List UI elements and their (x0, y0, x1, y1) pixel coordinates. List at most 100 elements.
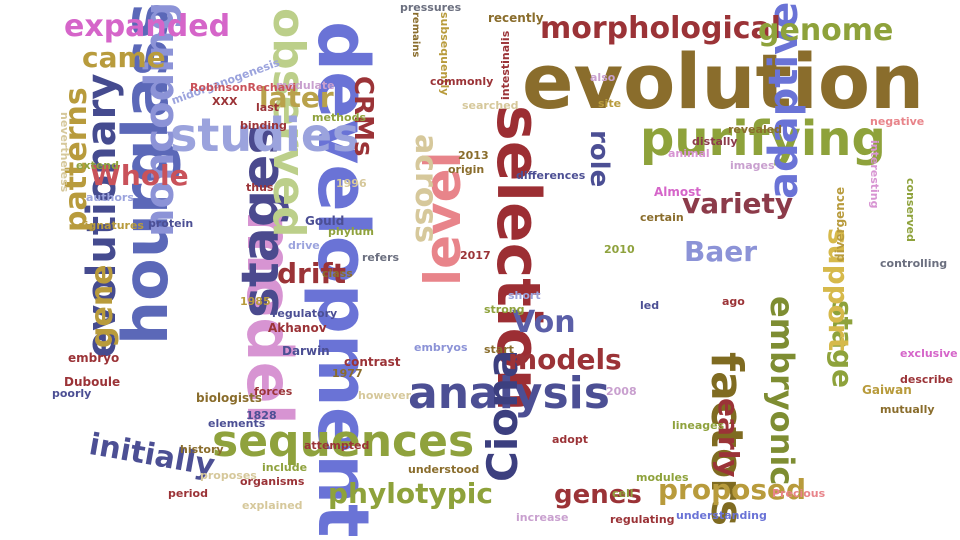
word-2008: 2008 (606, 385, 637, 398)
word-intestinalis: intestinalis (499, 30, 512, 100)
word-proposed: proposed (658, 473, 807, 506)
word-short: short (508, 289, 541, 302)
word-animal: animal (668, 147, 710, 160)
word-attempted: attempted (304, 439, 370, 452)
word-morphological: morphological (540, 11, 782, 46)
word-extend: extend (76, 159, 119, 172)
word-von: Von (512, 305, 576, 340)
word-2010: 2010 (604, 243, 635, 256)
word-include: include (262, 461, 308, 474)
word-role: role (584, 130, 614, 188)
word-methods: methods (312, 111, 366, 124)
word-came: came (82, 41, 166, 74)
word-embryo: embryo (68, 351, 120, 365)
word-signatures: signatures (78, 219, 144, 232)
word-drift: drift (277, 257, 347, 290)
word-embryonic: embryonic (763, 296, 801, 486)
word-later: later (259, 81, 334, 114)
word-embryos: embryos (414, 341, 468, 354)
word-modules: modules (636, 471, 689, 484)
word-understanding: understanding (676, 509, 767, 522)
word-forces: forces (254, 385, 293, 398)
word-1828: 1828 (246, 409, 277, 422)
word-proposes: proposes (200, 469, 257, 482)
word-regulating: regulating (610, 513, 675, 526)
word-whole: Whole (90, 159, 189, 192)
word-across: across (408, 134, 443, 244)
word-class: class (322, 267, 353, 280)
word-biologists: biologists (196, 391, 263, 405)
word-searched: searched (462, 99, 519, 112)
word-regulatory: regulatory (272, 307, 338, 320)
word-almost: Almost (654, 185, 702, 199)
word-commonly: commonly (430, 75, 494, 88)
word-period: period (168, 487, 208, 500)
word-distally: distally (692, 135, 738, 148)
word-xxx: XXX (212, 95, 238, 108)
word-analysis: analysis (408, 368, 610, 419)
word-also: also (590, 71, 616, 84)
word-variety: variety (682, 187, 794, 220)
word-1985: 1985 (240, 295, 271, 308)
word-studies: studies (170, 108, 360, 162)
word-sequences: sequences (212, 416, 475, 467)
word-elements: elements (208, 417, 266, 430)
word-gaiwan: Gaiwan (862, 383, 912, 397)
word-divergence: divergence (833, 186, 847, 262)
word-images: images (730, 159, 775, 172)
word-binding: binding (240, 119, 287, 132)
word-controlling: controlling (880, 257, 948, 270)
word-modulate: modulate (276, 79, 335, 92)
word-phylum: phylum (328, 225, 374, 238)
word-pressures: pressures (400, 1, 462, 14)
word-expanded: expanded (64, 9, 231, 44)
word-adopt: adopt (552, 433, 588, 446)
word-nevertheless: nevertheless (58, 112, 71, 193)
word-remains: remains (410, 12, 421, 58)
word-robinsonrechavi: RobinsonRechavi (190, 81, 297, 94)
word-drive: drive (288, 239, 320, 252)
word-duboule: Duboule (64, 375, 121, 389)
word-recently: recently (488, 11, 544, 25)
word-history: history (180, 443, 224, 456)
word-refers: refers (362, 251, 400, 264)
word-baer: Baer (684, 235, 758, 268)
word-contrast: contrast (344, 355, 401, 369)
word-models: models (508, 343, 622, 376)
word-mutually: mutually (880, 403, 935, 416)
word-1996: 1996 (336, 177, 367, 190)
word-increase: increase (516, 511, 569, 524)
word-describe: describe (900, 373, 953, 386)
word-early: early (712, 398, 745, 478)
word-last: last (256, 101, 279, 114)
word-2013: 2013 (458, 149, 489, 162)
word-start: start (484, 343, 514, 356)
word-lineages: lineages (672, 419, 725, 432)
word-differences: differences (516, 169, 586, 182)
word-however: however (358, 389, 412, 402)
word-darwin: Darwin (282, 344, 330, 358)
word-strong: strong (484, 303, 525, 316)
word-organisms: organisms (240, 475, 305, 488)
word-2017: 2017 (460, 249, 491, 262)
word-negative: negative (870, 115, 925, 128)
word-site: site (598, 97, 622, 110)
word-phylotypic: phylotypic (328, 477, 493, 510)
word-certain: certain (640, 211, 684, 224)
word-exclusive: exclusive (900, 347, 958, 360)
word-poorly: poorly (52, 387, 92, 400)
word-revealed: revealed (728, 123, 783, 136)
word-precious: Precious (772, 487, 826, 500)
word-evolution: evolution (522, 37, 925, 126)
word-authors: authors (86, 191, 134, 204)
word-origin: origin (448, 163, 485, 176)
word-thus: thus (246, 181, 274, 194)
word-cell: cell (612, 487, 634, 500)
word-purifying: purifying (640, 111, 886, 167)
word-genes: genes (554, 480, 642, 510)
word-interesting: interesting (868, 140, 881, 209)
word-gould: Gould (305, 214, 345, 228)
word-conserved: conserved (904, 178, 917, 242)
word-akhanov: Akhanov (268, 321, 327, 335)
